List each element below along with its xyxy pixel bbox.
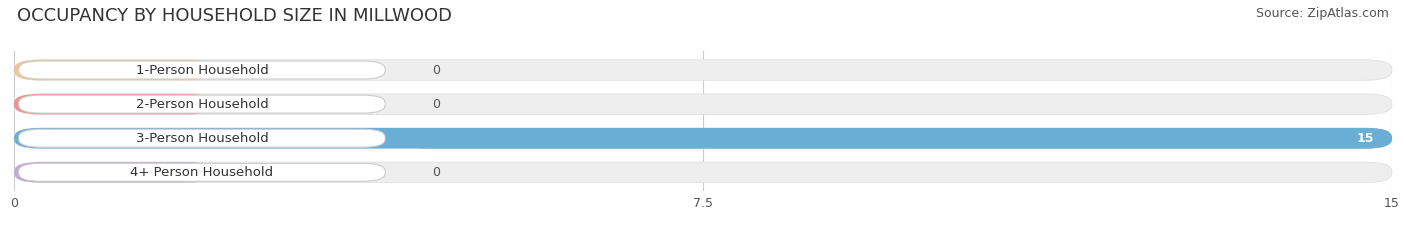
Text: 0: 0 [432, 166, 440, 179]
Text: 0: 0 [432, 98, 440, 111]
Text: OCCUPANCY BY HOUSEHOLD SIZE IN MILLWOOD: OCCUPANCY BY HOUSEHOLD SIZE IN MILLWOOD [17, 7, 451, 25]
FancyBboxPatch shape [18, 163, 385, 181]
FancyBboxPatch shape [14, 94, 1392, 114]
FancyBboxPatch shape [14, 128, 1392, 148]
FancyBboxPatch shape [14, 94, 214, 114]
Text: 1-Person Household: 1-Person Household [135, 64, 269, 76]
FancyBboxPatch shape [14, 162, 1392, 182]
FancyBboxPatch shape [14, 60, 1392, 80]
FancyBboxPatch shape [14, 128, 1392, 148]
FancyBboxPatch shape [14, 60, 214, 80]
Text: 15: 15 [1355, 132, 1374, 145]
FancyBboxPatch shape [18, 61, 385, 79]
FancyBboxPatch shape [18, 129, 385, 147]
Text: 3-Person Household: 3-Person Household [135, 132, 269, 145]
FancyBboxPatch shape [18, 95, 385, 113]
FancyBboxPatch shape [399, 128, 1392, 148]
Text: 4+ Person Household: 4+ Person Household [131, 166, 274, 179]
Text: 0: 0 [432, 64, 440, 76]
Text: 2-Person Household: 2-Person Household [135, 98, 269, 111]
Text: Source: ZipAtlas.com: Source: ZipAtlas.com [1256, 7, 1389, 20]
FancyBboxPatch shape [14, 162, 214, 182]
